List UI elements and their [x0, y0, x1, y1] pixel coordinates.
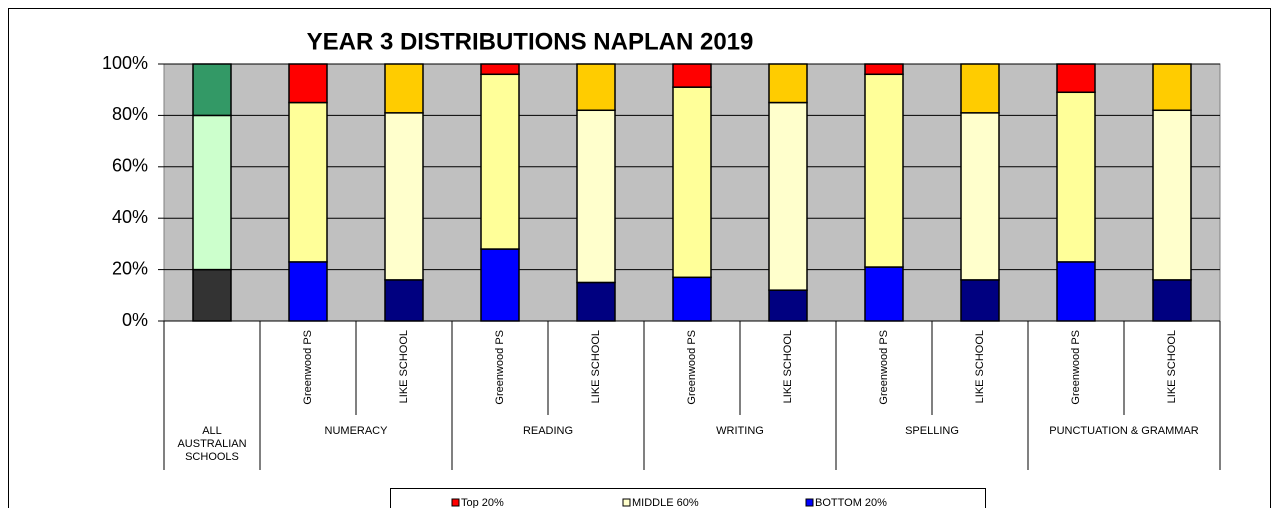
legend-label: BOTTOM 20% [815, 497, 887, 508]
x-tick-label: Greenwood PS [1070, 330, 1082, 405]
bar-segment [288, 63, 328, 104]
group-label: READING [522, 425, 574, 437]
bar-segment [384, 112, 424, 281]
bar-segment [672, 276, 712, 322]
x-tick-label: Greenwood PS [302, 330, 314, 405]
legend-swatch [451, 498, 460, 507]
bar-segment [1056, 261, 1096, 322]
bar-segment [576, 281, 616, 322]
x-tick-label: LIKE SCHOOL [782, 330, 794, 403]
y-tick-label: 100% [102, 53, 148, 73]
bar-segment [480, 73, 520, 250]
x-tick-label: LIKE SCHOOL [974, 330, 986, 403]
y-tick-label: 80% [112, 104, 148, 124]
bar-segment [672, 86, 712, 279]
y-tick-label: 40% [112, 207, 148, 227]
y-tick-label: 20% [112, 258, 148, 278]
legend-box [390, 488, 986, 508]
group-label: SPELLING [905, 425, 959, 437]
bar-segment [288, 101, 328, 263]
legend-label: Top 20% [461, 497, 504, 508]
bar-segment [768, 289, 808, 322]
group-label: WRITING [716, 425, 764, 437]
legend-label: MIDDLE 60% [632, 497, 699, 508]
bar-segment [864, 266, 904, 322]
group-label: ALL AUSTRALIAN SCHOOLS [177, 425, 247, 463]
bar-segment [1056, 91, 1096, 263]
x-tick-label: LIKE SCHOOL [590, 330, 602, 403]
bar-segment [1056, 63, 1096, 94]
x-tick-label: Greenwood PS [878, 330, 890, 405]
bar-segment [192, 268, 232, 322]
x-tick-label: Greenwood PS [686, 330, 698, 405]
bar-segment [480, 63, 520, 76]
bar-segment [864, 63, 904, 76]
y-tick-label: 0% [122, 310, 148, 330]
bar-segment [576, 109, 616, 284]
legend-swatch [805, 498, 814, 507]
y-tick-label: 60% [112, 156, 148, 176]
x-tick-label: Greenwood PS [494, 330, 506, 405]
bar-segment [192, 63, 232, 117]
x-tick-label: LIKE SCHOOL [398, 330, 410, 403]
bar-segment [384, 279, 424, 322]
bar-segment [576, 63, 616, 112]
group-label: NUMERACY [324, 425, 388, 437]
bar-segment [1152, 279, 1192, 322]
group-label: PUNCTUATION & GRAMMAR [1049, 425, 1199, 437]
bar-segment [768, 63, 808, 104]
legend-swatch [622, 498, 631, 507]
bar-segment [960, 279, 1000, 322]
bar-segment [960, 63, 1000, 114]
bar-segment [480, 248, 520, 322]
bar-segment [864, 73, 904, 268]
bar-segment [384, 63, 424, 114]
bar-segment [672, 63, 712, 88]
bar-segment [1152, 109, 1192, 281]
bar-segment [1152, 63, 1192, 112]
bar-segment [192, 114, 232, 271]
chart-title: YEAR 3 DISTRIBUTIONS NAPLAN 2019 [307, 28, 754, 55]
x-tick-label: LIKE SCHOOL [1166, 330, 1178, 403]
bar-segment [288, 261, 328, 322]
bar-segment [960, 112, 1000, 281]
bar-segment [768, 101, 808, 291]
